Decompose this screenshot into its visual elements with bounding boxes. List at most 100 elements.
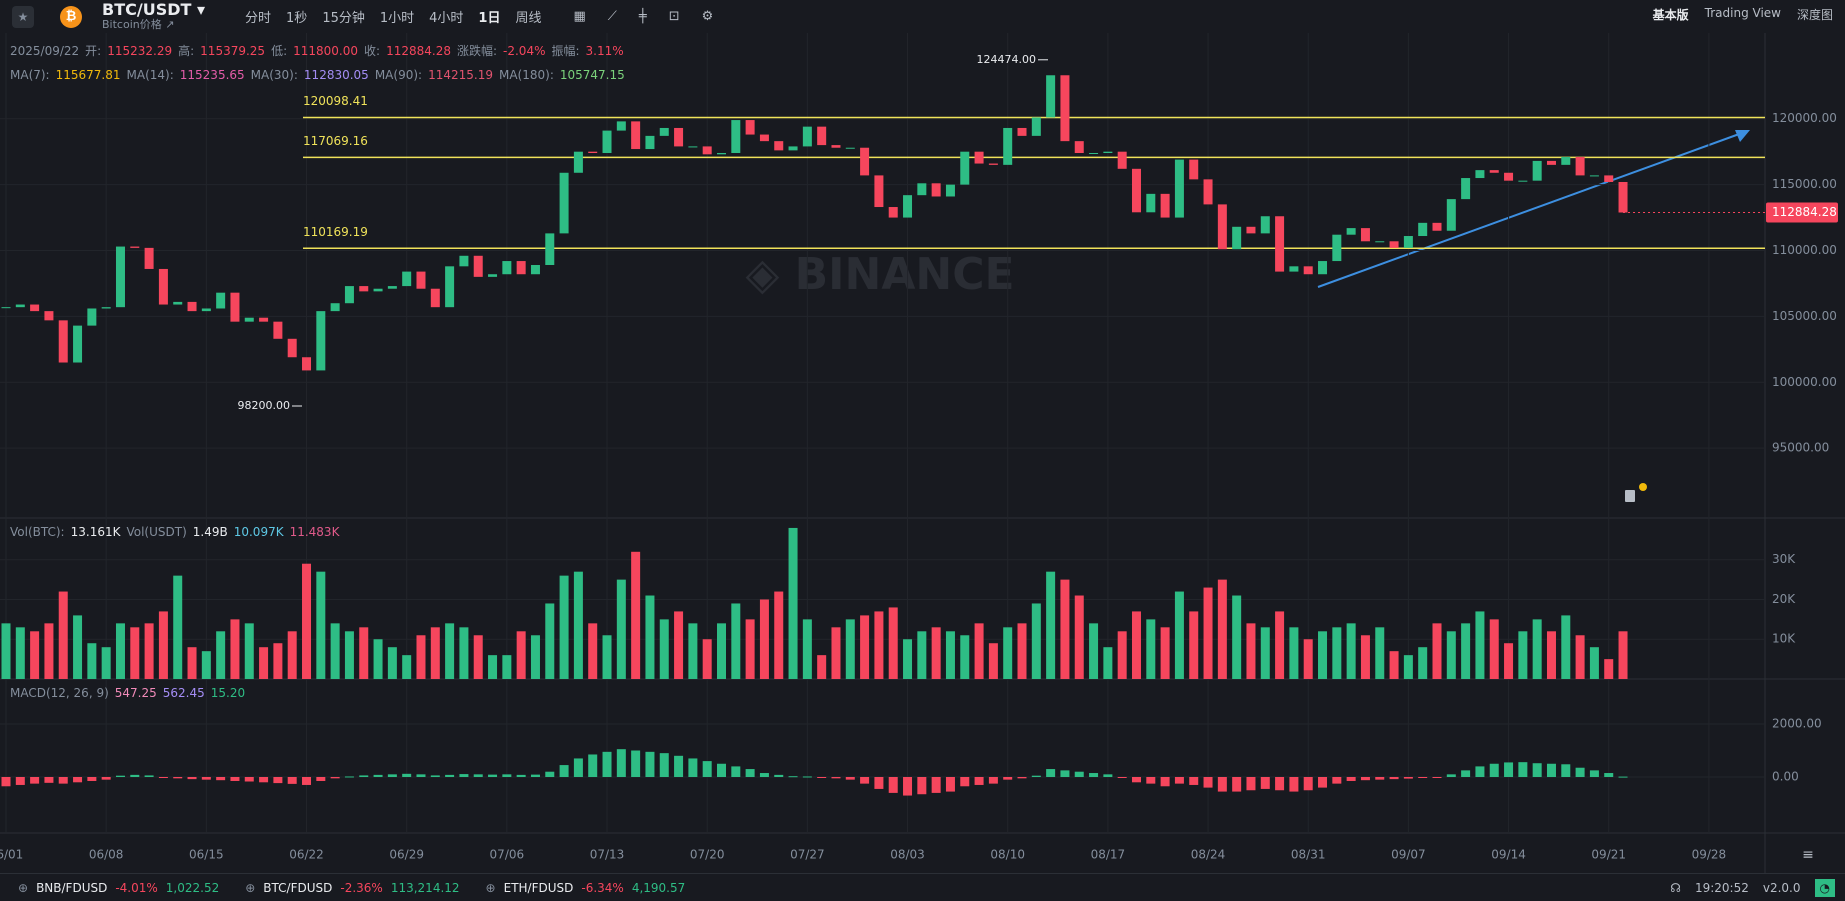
subtitle[interactable]: Bitcoin价格: [102, 17, 162, 31]
candle: [101, 307, 111, 309]
macd-bar: [1475, 766, 1485, 778]
toolbar: ▦ ⟋ ╪ ⊡ ⚙: [573, 9, 713, 24]
macd-bar: [974, 777, 984, 785]
interval-button[interactable]: 1秒: [286, 11, 308, 26]
macd-bar: [387, 774, 397, 778]
field-value: 115379.25: [200, 43, 266, 58]
ticker-change: -6.34%: [581, 880, 624, 895]
candle: [1031, 117, 1041, 136]
volume-bar: [1604, 659, 1614, 679]
macd-bar: [573, 758, 583, 778]
ticker[interactable]: ⊕ ETH/FDUSD -6.34% 4,190.57: [486, 881, 686, 895]
macd-bar: [588, 754, 598, 778]
macd-bar: [717, 763, 726, 778]
interval-button[interactable]: 1小时: [379, 11, 415, 26]
candle: [645, 135, 655, 150]
macd-bar: [1546, 763, 1556, 778]
candle: [402, 271, 412, 287]
macd-bar: [817, 777, 827, 779]
view-button[interactable]: Trading View: [1704, 6, 1781, 20]
ma-label: MA(7):: [10, 68, 50, 82]
volume-bar: [359, 627, 369, 679]
macd-bar: [1160, 777, 1170, 787]
candle: [1275, 216, 1285, 272]
candle: [674, 127, 684, 147]
calendar-icon[interactable]: ▦: [573, 9, 586, 24]
macd-bar: [1203, 777, 1213, 788]
volume-bar: [1489, 619, 1499, 679]
view-button[interactable]: 基本版: [1652, 8, 1689, 22]
macd-bar: [931, 777, 941, 793]
macd-bar: [58, 777, 68, 784]
ticker-change: -4.01%: [115, 880, 158, 895]
volume-bar: [860, 615, 870, 679]
symbol-block[interactable]: BTC/USDT ▾ Bitcoin价格 ↗: [102, 0, 206, 31]
volume-bar: [1160, 627, 1170, 679]
note-icon[interactable]: [1625, 490, 1635, 502]
volume-bar: [960, 635, 970, 679]
candle: [945, 184, 955, 197]
symbol[interactable]: BTC/USDT: [102, 0, 192, 19]
macd-bar: [316, 777, 326, 781]
volume-bar: [1389, 651, 1399, 679]
ticker[interactable]: ⊕ BNB/FDUSD -4.01% 1,022.52: [18, 881, 219, 895]
volume-bar: [616, 579, 626, 679]
volume-bar: [459, 627, 469, 679]
macd-bar: [1217, 777, 1227, 792]
volume-bar: [974, 623, 984, 679]
y-tick-label: 105000.00: [1772, 309, 1837, 323]
legend-item: 10.097K: [233, 525, 284, 539]
view-button[interactable]: 深度图: [1796, 8, 1833, 22]
x-tick-label: 08/03: [890, 848, 925, 862]
macd-bar: [416, 774, 426, 778]
macd-bar: [201, 777, 211, 780]
interval-button[interactable]: 4小时: [429, 11, 464, 26]
macd-bar: [759, 773, 769, 778]
macd-bar: [287, 777, 297, 784]
macd-bar: [1403, 777, 1413, 779]
candle: [1446, 199, 1456, 231]
volume-bar: [373, 639, 383, 679]
settings-icon[interactable]: ⚙: [701, 9, 714, 24]
ticker[interactable]: ⊕ BTC/FDUSD -2.36% 113,214.12: [245, 881, 459, 895]
candle: [1546, 160, 1556, 165]
draw-icon[interactable]: ⟋: [607, 9, 617, 24]
volume-bar: [1561, 615, 1571, 679]
macd-bar: [1060, 770, 1070, 778]
field-value: 112884.28: [386, 43, 451, 58]
favorite-star[interactable]: ★: [12, 5, 34, 28]
interval-button[interactable]: 1日: [478, 11, 501, 26]
macd-bar: [1174, 777, 1184, 784]
interval-button[interactable]: 15分钟: [322, 11, 365, 26]
volume-bar: [387, 647, 397, 679]
macd-bar: [1461, 770, 1471, 778]
macd-bar: [1418, 777, 1428, 779]
candle: [1074, 141, 1084, 154]
x-tick-label: 07/27: [790, 848, 825, 862]
candle: [330, 303, 340, 312]
macd-bar: [87, 777, 97, 781]
support-icon[interactable]: ☊: [1670, 880, 1681, 895]
ticker-icon: ⊕: [18, 880, 29, 895]
macd-bar: [788, 776, 798, 778]
axis-menu[interactable]: ≡: [1802, 847, 1814, 863]
candle-icon[interactable]: ╪: [638, 9, 647, 24]
candle: [44, 311, 54, 321]
volume-bar: [273, 643, 283, 679]
macd-bar: [330, 777, 340, 779]
interval-button[interactable]: 分时: [245, 11, 272, 26]
macd-bar: [430, 775, 440, 778]
volume-bar: [330, 623, 340, 679]
volume-bar: [903, 639, 913, 679]
annotation: 98200.00: [238, 399, 291, 412]
candle: [1618, 181, 1628, 213]
y-tick-label: 30K: [1772, 552, 1796, 566]
volume-bar: [259, 647, 269, 679]
candle: [187, 301, 197, 312]
ma-value: 112830.05: [303, 68, 369, 82]
volume-bar: [1031, 603, 1041, 679]
indicator-icon[interactable]: ⊡: [668, 9, 680, 24]
interval-button[interactable]: 周线: [515, 11, 542, 26]
